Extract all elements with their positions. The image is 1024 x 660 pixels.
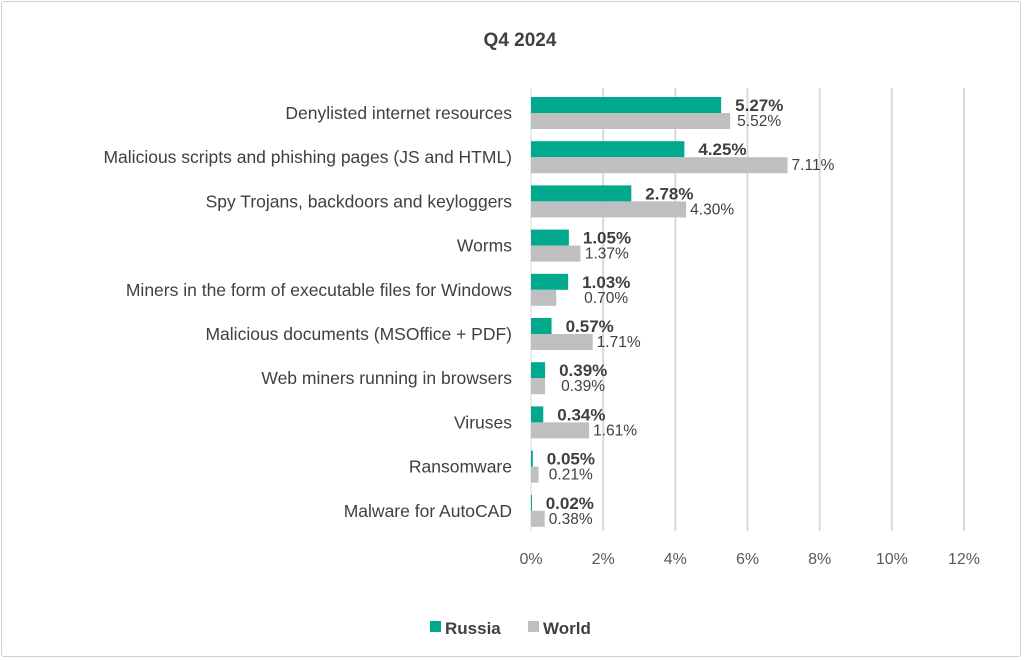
category-label: Miners in the form of executable files f… xyxy=(126,280,512,300)
data-label-world: 1.61% xyxy=(593,422,637,439)
data-label-russia: 0.05% xyxy=(547,450,595,469)
chart-title: Q4 2024 xyxy=(484,30,557,51)
x-tick-label: 8% xyxy=(808,551,831,568)
bar-world xyxy=(531,510,545,527)
data-label-russia: 2.78% xyxy=(645,184,693,203)
category-label: Malicious scripts and phishing pages (JS… xyxy=(103,147,512,167)
bar-russia xyxy=(531,97,722,113)
data-label-russia: 1.05% xyxy=(583,229,631,248)
bar-russia xyxy=(531,494,532,511)
bar-russia xyxy=(531,362,546,379)
category-label: Denylisted internet resources xyxy=(285,103,512,123)
category-label: Web miners running in browsers xyxy=(261,368,512,388)
data-label-world: 1.37% xyxy=(585,246,629,263)
bar-world xyxy=(531,289,557,306)
data-label-world: 5.52% xyxy=(737,113,781,130)
legend-swatch-world xyxy=(528,621,539,632)
x-tick-label: 12% xyxy=(948,551,980,568)
category-label: Worms xyxy=(457,236,512,256)
x-tick-label: 0% xyxy=(519,551,542,568)
category-label: Ransomware xyxy=(409,457,512,477)
x-tick-label: 10% xyxy=(876,551,908,568)
bar-russia xyxy=(531,406,544,423)
data-label-world: 4.30% xyxy=(690,201,734,218)
bar-world xyxy=(531,245,581,262)
data-label-russia: 0.34% xyxy=(557,405,605,424)
legend-label-russia: Russia xyxy=(445,619,501,638)
bar-russia xyxy=(531,450,533,467)
bar-russia xyxy=(531,229,569,246)
data-label-russia: 0.57% xyxy=(566,317,614,336)
bar-russia xyxy=(531,273,569,290)
bar-world xyxy=(531,113,731,129)
data-label-world: 0.70% xyxy=(584,290,628,307)
bar-russia xyxy=(531,141,685,158)
data-label-russia: 0.02% xyxy=(546,494,594,513)
bar-world xyxy=(531,466,539,483)
data-label-world: 0.21% xyxy=(549,467,593,484)
category-label: Malware for AutoCAD xyxy=(344,501,512,521)
bar-world xyxy=(531,334,593,350)
bar-russia xyxy=(531,185,632,202)
category-label: Spy Trojans, backdoors and keyloggers xyxy=(206,191,513,211)
bar-world xyxy=(531,157,788,174)
data-label-russia: 0.39% xyxy=(559,361,607,380)
bar-world xyxy=(531,378,546,395)
bar-world xyxy=(531,422,590,439)
data-label-russia: 4.25% xyxy=(698,140,746,159)
x-tick-label: 4% xyxy=(664,551,687,568)
x-tick-label: 2% xyxy=(592,551,615,568)
bar-russia xyxy=(531,318,552,334)
data-label-world: 0.38% xyxy=(549,511,593,528)
data-label-world: 0.39% xyxy=(561,378,605,395)
category-label: Malicious documents (MSOffice + PDF) xyxy=(205,324,512,344)
data-label-russia: 1.03% xyxy=(582,273,630,292)
legend-swatch-russia xyxy=(430,621,441,632)
data-label-russia: 5.27% xyxy=(735,96,783,115)
data-label-world: 7.11% xyxy=(792,157,835,174)
x-tick-label: 6% xyxy=(736,551,759,568)
legend-label-world: World xyxy=(543,619,591,638)
bar-world xyxy=(531,201,687,218)
data-label-world: 1.71% xyxy=(597,334,641,351)
category-label: Viruses xyxy=(454,412,512,432)
